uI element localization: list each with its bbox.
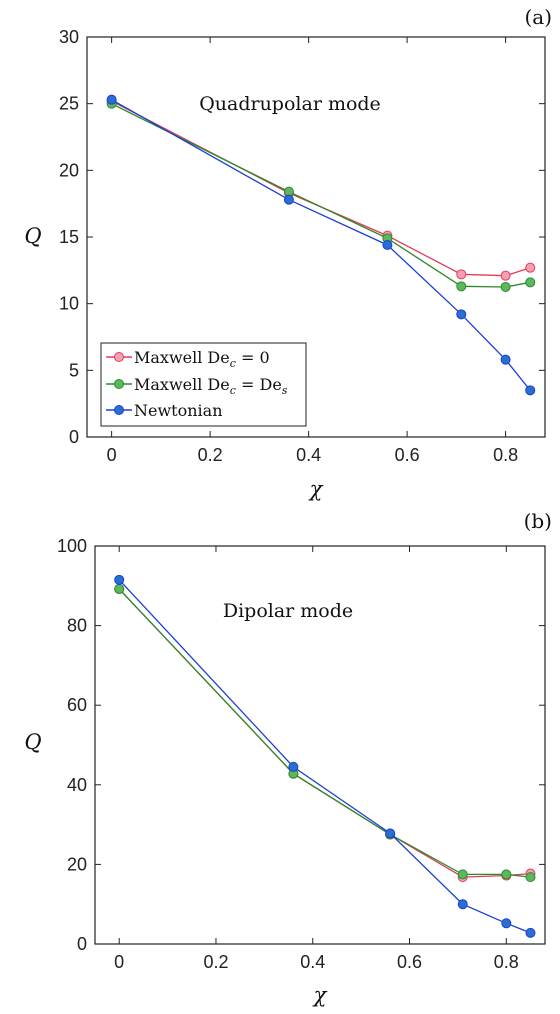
y-tick-label: 25 [59, 94, 79, 114]
mode-annotation: Quadrupolar mode [199, 93, 381, 115]
series-line [118, 588, 531, 878]
data-point [456, 309, 467, 320]
y-tick-label: 80 [67, 616, 87, 636]
y-tick-label: 0 [69, 427, 79, 447]
data-point [500, 270, 511, 281]
panel-label: (a) [524, 5, 552, 29]
plot-area-frame [94, 545, 546, 945]
series-line [111, 99, 531, 391]
series-0 [114, 583, 536, 883]
legend: Maxwell Dec = 0 Maxwell Dec = Des Newton… [100, 342, 307, 427]
legend-marker [114, 405, 124, 415]
series-0 [106, 96, 536, 281]
panel-label: (b) [524, 509, 552, 533]
y-axis-label: Q [24, 730, 41, 754]
y-axis-label: Q [24, 224, 41, 248]
mode-annotation: Dipolar mode [223, 600, 353, 622]
legend-marker [114, 352, 124, 362]
x-tick-label: 0 [114, 952, 124, 972]
data-point [525, 927, 536, 938]
legend-entry-maxwell-dec-des: Maxwell Dec = Des [106, 375, 288, 397]
data-point [500, 354, 511, 365]
data-point [385, 828, 396, 839]
data-point [525, 872, 536, 883]
y-tick-label: 100 [57, 536, 87, 556]
y-tick-label: 10 [59, 294, 79, 314]
y-tick-label: 20 [67, 854, 87, 874]
data-point [501, 918, 512, 929]
series-1 [106, 98, 536, 292]
series-line [118, 579, 531, 934]
x-tick-label: 0.6 [395, 445, 420, 465]
y-tick-label: 60 [67, 695, 87, 715]
x-tick-label: 0.8 [494, 952, 519, 972]
x-tick-label: 0.4 [300, 952, 325, 972]
x-tick-label: 0 [107, 445, 117, 465]
data-point [456, 269, 467, 280]
data-point [288, 761, 299, 772]
data-point [382, 240, 393, 250]
data-point [457, 869, 468, 880]
series-line [118, 588, 531, 878]
panel-a: (a) 0 0.2 0.4 0.6 0.8 0 5 10 15 20 25 30 Quadrupola… [24, 5, 552, 501]
data-point [114, 574, 125, 585]
legend-label: Newtonian [134, 401, 223, 420]
panel-b: (b) 0 0.2 0.4 0.6 0.8 0 20 40 60 80 100 Dipolar mo… [24, 509, 552, 1007]
x-axis-label: χ [312, 983, 328, 1007]
legend-entry-newtonian: Newtonian [106, 401, 223, 420]
y-tick-label: 20 [59, 160, 79, 180]
series-1 [114, 583, 536, 883]
y-tick-label: 0 [77, 934, 87, 954]
x-tick-label: 0.2 [198, 445, 223, 465]
x-tick-label: 0.4 [296, 445, 321, 465]
legend-entry-maxwell-dec-0: Maxwell Dec = 0 [106, 348, 270, 370]
legend-label: Maxwell Dec = 0 [134, 348, 270, 370]
y-tick-label: 15 [59, 227, 79, 247]
series-line [111, 103, 531, 288]
x-tick-label: 0.2 [203, 952, 228, 972]
y-tick-label: 40 [67, 775, 87, 795]
data-point [283, 194, 294, 205]
series-2 [114, 574, 536, 938]
x-tick-label: 0.8 [493, 445, 518, 465]
legend-label: Maxwell Dec = Des [134, 375, 288, 397]
y-tick-label: 5 [69, 360, 79, 380]
y-tick-label: 30 [59, 27, 79, 47]
x-tick-label: 0.6 [397, 952, 422, 972]
data-point [500, 282, 511, 292]
data-point [501, 869, 512, 880]
data-point [457, 899, 468, 910]
legend-marker [114, 379, 124, 389]
data-point [456, 281, 467, 292]
data-point [525, 385, 536, 396]
data-point [114, 583, 125, 594]
x-axis-label: χ [308, 477, 324, 501]
series-line [111, 100, 531, 277]
data-point [525, 262, 536, 273]
data-point [525, 277, 536, 288]
data-point [106, 94, 117, 105]
legend-box [100, 342, 307, 427]
series-2 [106, 94, 536, 396]
